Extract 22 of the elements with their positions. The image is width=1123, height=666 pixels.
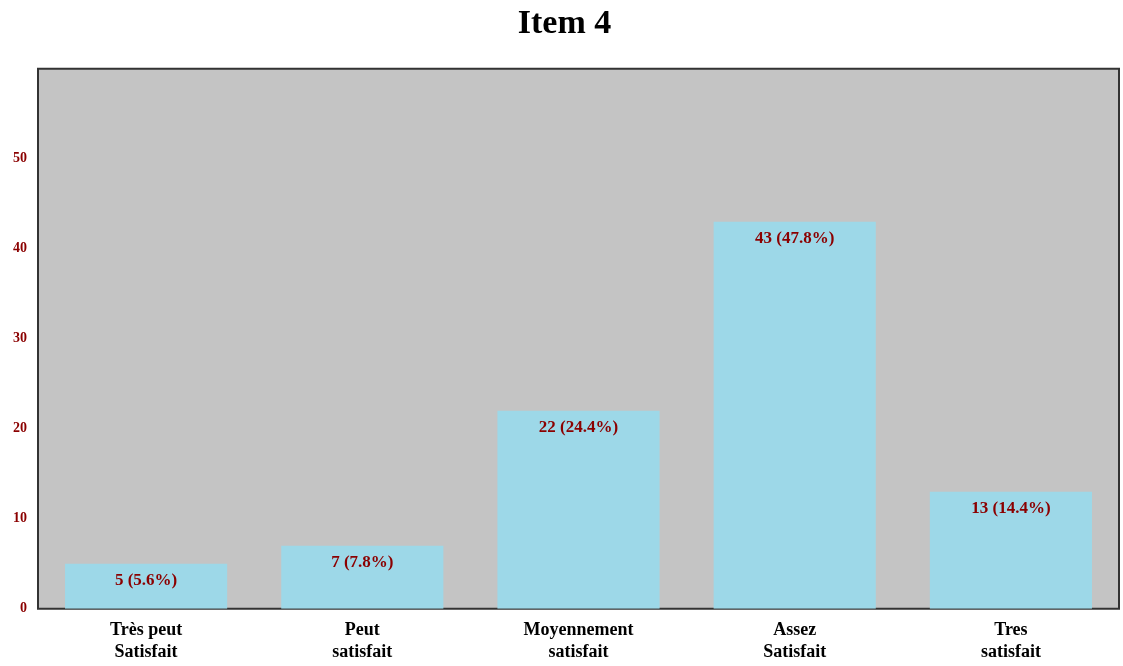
x-tick-label: Peut satisfait: [332, 619, 393, 661]
bar: [929, 491, 1092, 609]
data-label: 5 (5.6%): [114, 569, 178, 589]
bar: [713, 221, 876, 609]
y-tick-label: 10: [13, 510, 27, 526]
chart-title: Item 4: [517, 3, 612, 41]
x-tick-label: Moyennement satisfait: [523, 619, 634, 661]
data-label: 22 (24.4%): [538, 416, 619, 436]
x-tick-label: Tres satisfait: [980, 619, 1041, 661]
bar: [497, 410, 660, 609]
y-tick-label: 50: [13, 150, 27, 166]
y-tick-label: 20: [13, 420, 27, 436]
data-label: 13 (14.4%): [971, 497, 1051, 517]
y-tick-label: 0: [20, 600, 27, 616]
bar: [65, 563, 228, 609]
y-tick-label: 40: [13, 240, 27, 256]
y-tick-label: 30: [13, 330, 27, 346]
x-tick-label: Très peut Satisfait: [110, 619, 183, 661]
data-label: 7 (7.8%): [331, 551, 394, 571]
x-tick-label: Assez Satisfait: [763, 619, 827, 661]
data-label: 43 (47.8%): [755, 227, 835, 247]
bar: [281, 545, 444, 609]
